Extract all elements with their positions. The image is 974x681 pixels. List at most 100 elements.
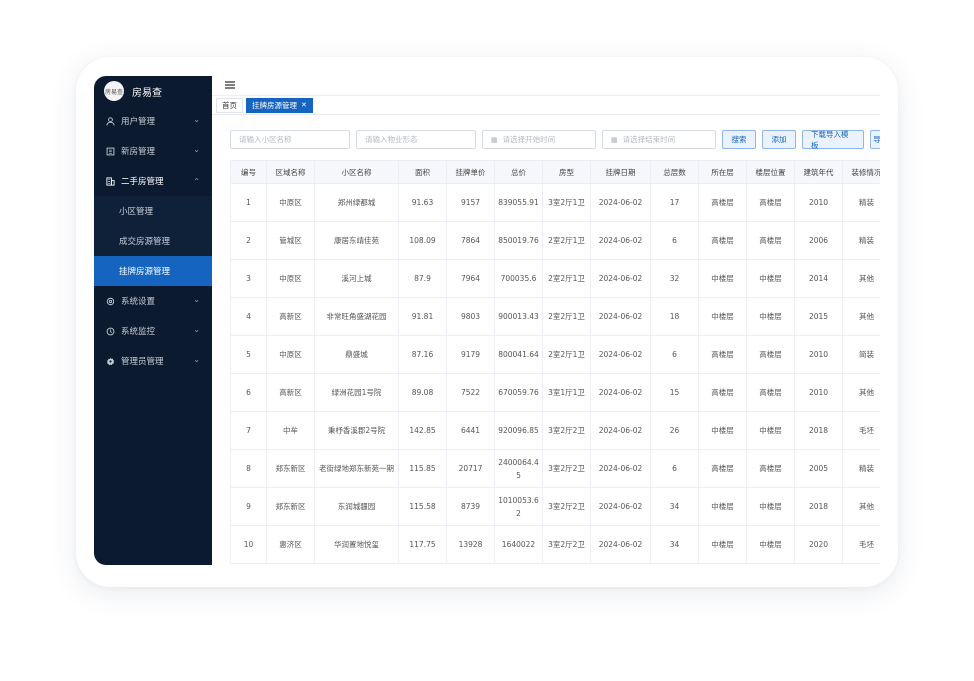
- tab-home[interactable]: 首页: [216, 97, 243, 113]
- cog-icon: [105, 356, 115, 366]
- table-row[interactable]: 5 中原区 鼎盛城 87.16 9179 800041.64 2室2厅1卫 2024-06-0…: [230, 335, 880, 374]
- sidebar-subitem-deals[interactable]: 成交房源管理: [94, 226, 212, 256]
- sidebar-item-settings[interactable]: 系统设置 ⌄: [94, 286, 212, 316]
- table-cell: 9157: [446, 183, 495, 222]
- table-cell: 13928: [446, 525, 495, 564]
- table-cell: 91.81: [398, 297, 447, 336]
- app-window: 房易查 房易查 用户管理 ⌄ 新房管理 ⌄: [94, 76, 880, 565]
- table-cell: 87.9: [398, 259, 447, 298]
- table-cell: 2024-06-02: [590, 525, 651, 564]
- table-cell: 2室2厅1卫: [542, 259, 591, 298]
- table-cell: 115.58: [398, 487, 447, 526]
- table-cell: 670059.76: [494, 373, 543, 412]
- download-template-label: 下载导入模板: [811, 129, 849, 150]
- sidebar-subitem-community[interactable]: 小区管理: [94, 196, 212, 226]
- calendar-icon: ▦: [611, 135, 618, 144]
- table-cell: 3: [230, 259, 267, 298]
- sidebar-item-second-hand[interactable]: 二手房管理 ⌃: [94, 166, 212, 196]
- sidebar-subitem-listings[interactable]: 挂牌房源管理: [94, 256, 212, 286]
- table-cell: 7964: [446, 259, 495, 298]
- table-cell: 中楼层: [746, 259, 795, 298]
- table-cell: 6441: [446, 411, 495, 450]
- table-cell: 115.85: [398, 449, 447, 488]
- table-cell: 高楼层: [698, 449, 747, 488]
- column-header: 总价: [494, 160, 543, 184]
- table-cell: 2室2厅1卫: [542, 221, 591, 260]
- table-cell: 10: [230, 525, 267, 564]
- table-cell: 高楼层: [698, 221, 747, 260]
- end-date-input[interactable]: ▦ 请选择结束时间: [602, 130, 716, 149]
- table-cell: 精装: [842, 221, 880, 260]
- table-cell: 6: [230, 373, 267, 412]
- table-cell: 中原区: [266, 259, 315, 298]
- community-name-input[interactable]: 请输入小区名称: [230, 130, 350, 149]
- table-cell: 89.08: [398, 373, 447, 412]
- download-template-button[interactable]: 下载导入模板: [802, 129, 864, 150]
- search-button-label: 搜索: [731, 135, 747, 144]
- table-row[interactable]: 3 中原区 溪河上城 87.9 7964 700035.6 2室2厅1卫 2024-06-02…: [230, 259, 880, 298]
- table-cell: 2024-06-02: [590, 221, 651, 260]
- start-date-input[interactable]: ▦ 请选择开始时间: [482, 130, 596, 149]
- add-button[interactable]: 添加: [762, 130, 796, 149]
- sidebar-item-users[interactable]: 用户管理 ⌄: [94, 106, 212, 136]
- table-cell: 2室2厅1卫: [542, 335, 591, 374]
- column-header: 面积: [398, 160, 447, 184]
- table-cell: 毛坯: [842, 411, 880, 450]
- table-row[interactable]: 1 中原区 郑州绿都城 91.63 9157 839055.91 3室2厅1卫 2024-06…: [230, 183, 880, 222]
- table-row[interactable]: 4 高新区 非常旺角盛湖花园 91.81 9803 900013.43 2室2厅1卫 2024…: [230, 297, 880, 336]
- hamburger-menu-icon[interactable]: [225, 79, 235, 92]
- table-cell: 溪河上城: [314, 259, 399, 298]
- sidebar-item-monitor[interactable]: 系统监控 ⌄: [94, 316, 212, 346]
- table-cell: 毛坯: [842, 525, 880, 564]
- column-header: 建筑年代: [794, 160, 843, 184]
- table-body: 1 中原区 郑州绿都城 91.63 9157 839055.91 3室2厅1卫 2024-06…: [230, 183, 880, 564]
- table-row[interactable]: 9 郑东新区 东润城疆园 115.58 8739 1010053.62 3室2厅2卫 2024…: [230, 487, 880, 526]
- sidebar-item-new-house[interactable]: 新房管理 ⌄: [94, 136, 212, 166]
- table-row[interactable]: 2 管城区 康居东靖佳苑 108.09 7864 850019.76 2室2厅1卫 2024-…: [230, 221, 880, 260]
- table-cell: 3室2厅2卫: [542, 449, 591, 488]
- column-header: 编号: [230, 160, 267, 184]
- table-cell: 18: [650, 297, 699, 336]
- tab-listings[interactable]: 挂牌房源管理 ✕: [246, 97, 313, 113]
- search-button[interactable]: 搜索: [722, 130, 756, 149]
- table-cell: 7: [230, 411, 267, 450]
- table-cell: 中楼层: [698, 487, 747, 526]
- table-cell: 华润置地悦玺: [314, 525, 399, 564]
- table-cell: 2024-06-02: [590, 335, 651, 374]
- table-row[interactable]: 6 高新区 绿洲花园1号院 89.08 7522 670059.76 3室1厅1卫 2024-…: [230, 373, 880, 412]
- sidebar-item-admin[interactable]: 管理员管理 ⌄: [94, 346, 212, 376]
- add-button-label: 添加: [771, 135, 787, 144]
- table-row[interactable]: 10 惠济区 华润置地悦玺 117.75 13928 1640022 3室2厅2卫 2024-…: [230, 525, 880, 564]
- table-cell: 高楼层: [746, 183, 795, 222]
- table-cell: 9: [230, 487, 267, 526]
- sidebar: 房易查 房易查 用户管理 ⌄ 新房管理 ⌄: [94, 76, 212, 565]
- table-cell: 26: [650, 411, 699, 450]
- property-type-input[interactable]: 请输入物业形态: [356, 130, 476, 149]
- table-cell: 高楼层: [698, 373, 747, 412]
- monitor-icon: [105, 326, 115, 336]
- table-row[interactable]: 8 郑东新区 老街绿地郑东新苑一期 115.85 20717 2400064.45 3室2厅…: [230, 449, 880, 488]
- table-cell: 中楼层: [746, 411, 795, 450]
- chevron-up-icon: ⌃: [193, 177, 200, 186]
- close-icon[interactable]: ✕: [301, 101, 307, 109]
- property-placeholder: 请输入物业形态: [365, 135, 418, 144]
- sidebar-item-label: 系统设置: [121, 297, 156, 307]
- logo: 房易查: [104, 81, 124, 101]
- house-icon: [105, 176, 115, 186]
- table-row[interactable]: 7 中牟 秉杼香溪郡2号院 142.85 6441 920096.85 3室2厅2卫 2024…: [230, 411, 880, 450]
- sidebar-item-label: 用户管理: [121, 117, 156, 127]
- table-cell: 2024-06-02: [590, 487, 651, 526]
- table-cell: 高楼层: [698, 183, 747, 222]
- brand-title: 房易查: [132, 87, 162, 99]
- table-cell: 2: [230, 221, 267, 260]
- table-cell: 17: [650, 183, 699, 222]
- import-button-label: 导: [873, 135, 880, 144]
- import-button[interactable]: 导: [870, 130, 880, 149]
- tab-label: 首页: [222, 100, 237, 110]
- brand: 房易查 房易查: [94, 76, 212, 106]
- table-cell: 9803: [446, 297, 495, 336]
- sidebar-item-label: 新房管理: [121, 147, 156, 157]
- column-header: 小区名称: [314, 160, 399, 184]
- community-placeholder: 请输入小区名称: [239, 135, 292, 144]
